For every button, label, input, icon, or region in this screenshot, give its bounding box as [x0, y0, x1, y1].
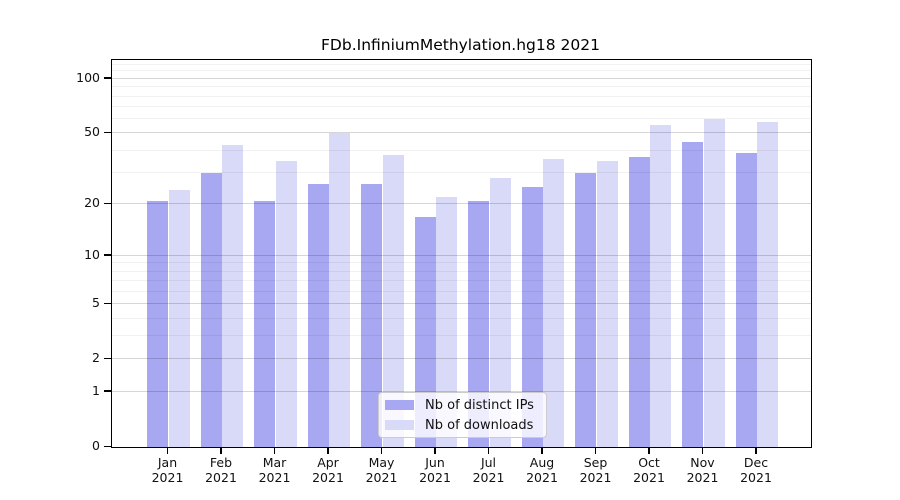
- bar-downloads-aug: [543, 159, 565, 447]
- gridline-60: [112, 118, 811, 120]
- bar-distinct-ips-jan: [147, 200, 169, 447]
- gridline-3: [112, 335, 811, 337]
- x-tick-label-nov: Nov 2021: [686, 455, 719, 485]
- x-tickmark-may: [380, 447, 383, 454]
- x-tickmark-jul: [487, 447, 490, 454]
- bar-downloads-nov: [703, 119, 725, 447]
- bar-distinct-ips-feb: [200, 173, 222, 447]
- gridline-120: [112, 63, 811, 65]
- gridline-80: [112, 95, 811, 97]
- x-tick-label-apr: Apr 2021: [312, 455, 344, 485]
- y-tickmark-5: [104, 302, 111, 305]
- y-tickmark-1: [104, 390, 111, 392]
- y-tick-label-10: 10: [84, 246, 100, 262]
- bar-downloads-may: [382, 154, 404, 447]
- legend: Nb of distinct IPs Nb of downloads: [378, 392, 547, 438]
- gridline-20: [112, 203, 811, 205]
- grid-layer: [112, 60, 811, 447]
- gridline-90: [112, 86, 811, 88]
- y-tickmark-50: [104, 131, 111, 134]
- gridline-10: [112, 254, 811, 256]
- bar-downloads-oct: [650, 124, 672, 447]
- y-tick-label-20: 20: [84, 195, 100, 211]
- y-tick-label-100: 100: [76, 69, 100, 85]
- gridline-9: [112, 262, 811, 264]
- x-tickmark-aug: [541, 447, 543, 454]
- gridline-110: [112, 70, 811, 72]
- bar-downloads-jul: [489, 178, 511, 447]
- bar-distinct-ips-jul: [468, 200, 490, 447]
- y-tick-label-2: 2: [92, 350, 100, 366]
- x-tickmark-apr: [327, 447, 329, 454]
- gridline-8: [112, 270, 811, 272]
- bar-distinct-ips-sep: [575, 173, 597, 447]
- gridline-4: [112, 317, 811, 319]
- x-tickmark-nov: [701, 447, 704, 454]
- gridline-5: [112, 303, 811, 305]
- x-tick-label-jun: Jun 2021: [419, 455, 451, 485]
- bar-downloads-dec: [757, 121, 779, 447]
- gridline-1: [112, 390, 811, 392]
- bar-distinct-ips-mar: [254, 200, 276, 447]
- legend-label-distinct-ips: Nb of distinct IPs: [425, 397, 534, 413]
- legend-swatch-distinct-ips-icon: [385, 400, 414, 410]
- plot-area: Nb of distinct IPs Nb of downloads: [111, 59, 812, 448]
- y-tickmark-2: [104, 357, 111, 360]
- gridline-40: [112, 149, 811, 151]
- gridline-7: [112, 280, 811, 282]
- gridline-70: [112, 106, 811, 107]
- x-tick-label-oct: Oct 2021: [633, 455, 665, 485]
- x-tick-label-aug: Aug 2021: [526, 455, 558, 485]
- legend-swatch-downloads-icon: [385, 420, 414, 430]
- y-tickmark-10: [104, 254, 111, 256]
- x-tick-label-jan: Jan 2021: [151, 455, 184, 485]
- gridline-2: [112, 358, 811, 360]
- y-tick-label-1: 1: [92, 382, 100, 398]
- gridline-6: [112, 290, 811, 292]
- gridline-100: [112, 77, 811, 79]
- legend-item-distinct-ips: Nb of distinct IPs: [379, 397, 546, 413]
- x-tickmark-feb: [220, 447, 222, 454]
- legend-item-downloads: Nb of downloads: [379, 417, 546, 433]
- bar-downloads-feb: [222, 145, 244, 447]
- x-tick-label-may: May 2021: [365, 455, 398, 485]
- x-tick-label-mar: Mar 2021: [258, 455, 291, 485]
- y-tick-label-0: 0: [92, 438, 100, 453]
- x-tickmark-sep: [594, 447, 597, 454]
- bar-downloads-mar: [275, 161, 297, 447]
- x-tickmark-jan: [166, 447, 169, 454]
- bar-distinct-ips-dec: [735, 152, 757, 447]
- y-tickmark-100: [104, 77, 111, 79]
- gridline-50: [112, 132, 811, 134]
- bar-distinct-ips-jun: [414, 216, 436, 447]
- bar-distinct-ips-may: [361, 184, 383, 447]
- x-tick-label-jul: Jul 2021: [472, 455, 505, 485]
- bar-downloads-jan: [168, 190, 190, 447]
- y-tickmark-0: [104, 445, 111, 447]
- y-tickmark-20: [104, 202, 111, 205]
- chart-title: FDb.InfiniumMethylation.hg18 2021: [321, 36, 600, 54]
- x-tickmark-mar: [273, 447, 276, 454]
- bar-distinct-ips-apr: [307, 184, 329, 447]
- x-tick-label-sep: Sep 2021: [579, 455, 612, 485]
- x-tick-label-dec: Dec 2021: [740, 455, 772, 485]
- bar-downloads-jun: [436, 196, 458, 447]
- x-tick-label-feb: Feb 2021: [205, 455, 237, 485]
- bar-distinct-ips-oct: [628, 156, 650, 447]
- y-tick-label-50: 50: [84, 124, 100, 140]
- bar-distinct-ips-nov: [682, 141, 704, 447]
- gridline-30: [112, 172, 811, 174]
- bar-distinct-ips-aug: [521, 187, 543, 447]
- x-tickmark-dec: [755, 447, 757, 454]
- bars-layer: [112, 60, 811, 447]
- y-tick-label-5: 5: [92, 295, 100, 311]
- bar-downloads-apr: [329, 133, 351, 447]
- legend-label-downloads: Nb of downloads: [425, 417, 534, 433]
- bar-downloads-sep: [596, 161, 618, 447]
- x-tickmark-jun: [434, 447, 436, 454]
- x-tickmark-oct: [648, 447, 650, 454]
